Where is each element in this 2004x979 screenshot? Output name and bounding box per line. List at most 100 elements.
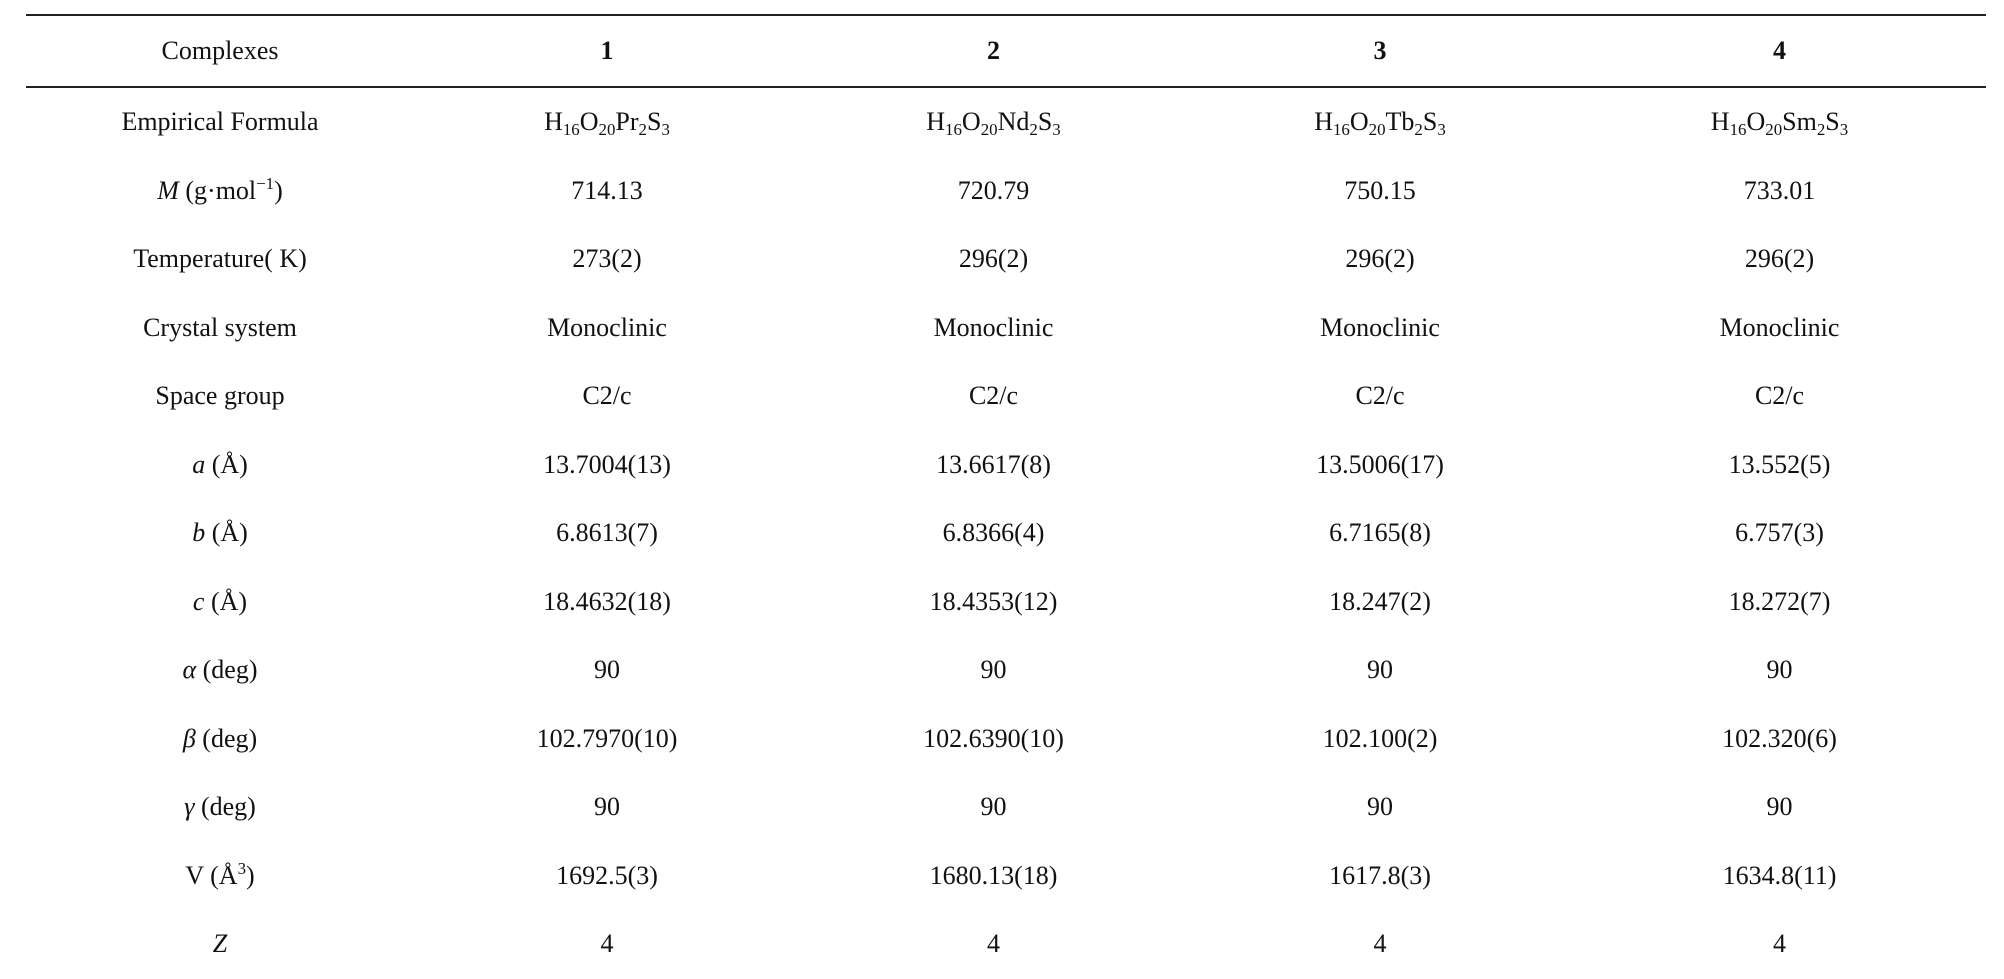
text-segment: 18.4632(18) [543,586,671,616]
text-segment: 296(2) [1345,244,1415,274]
table-cell: 6.8613(7) [414,518,800,548]
table-row: β (deg) 102.7970(10) 102.6390(10) 102.100(2… [26,705,1986,774]
row-label: Temperature( K) [26,244,414,274]
text-segment: 13.552(5) [1728,449,1831,479]
text-segment: O [1746,107,1766,137]
text-segment: 102.100(2) [1322,723,1438,753]
row-label: Crystal system [26,313,414,343]
text-segment: c [192,586,205,616]
row-label: M (g·mol−1) [26,173,414,206]
table-row: γ (deg) 90 90 90 90 [26,773,1986,842]
table-cell: 102.6390(10) [800,724,1187,754]
text-segment: Crystal system [143,312,297,342]
text-segment: O [1349,107,1369,137]
text-segment: 102.7970(10) [536,723,678,753]
table-cell: H16O20Sm2S3 [1573,107,1986,140]
text-segment: 6.7165(8) [1329,518,1431,548]
text-segment: 18.4353(12) [929,586,1058,616]
text-segment: (Å) [205,449,248,479]
text-segment: 296(2) [958,244,1029,274]
text-segment: Tb [1385,107,1415,137]
row-label: Space group [26,381,414,411]
table-cell: 90 [1573,792,1986,822]
table-cell: 18.247(2) [1187,587,1573,617]
header-col-4: 4 [1773,36,1786,65]
text-segment: 3 [237,858,247,878]
table-cell: H16O20Tb2S3 [1187,107,1573,140]
text-segment: C2/c [1355,381,1405,411]
text-segment: 3 [1437,120,1446,140]
text-segment: 2 [1414,120,1423,140]
header-row: Complexes 1 2 3 4 [26,16,1986,86]
top-rule [26,14,1986,16]
text-segment: 102.6390(10) [923,723,1064,753]
text-segment: 733.01 [1743,175,1816,205]
text-segment: 102.320(6) [1722,723,1837,753]
text-segment: 4 [1773,929,1786,959]
text-segment: Empirical Formula [121,107,319,137]
text-segment: 273(2) [572,244,642,274]
text-segment: 13.7004(13) [543,449,671,479]
text-segment: ) [246,860,255,890]
text-segment: b [192,518,206,548]
text-segment: 720.79 [957,175,1030,205]
text-segment: 90 [980,792,1007,822]
table-cell: 13.5006(17) [1187,450,1573,480]
text-segment: (Å) [204,586,248,616]
table-cell: C2/c [1187,381,1573,411]
text-segment: 2 [638,120,647,140]
text-segment: 2 [1029,120,1038,140]
text-segment: 16 [1332,120,1350,140]
table-cell: 714.13 [414,176,800,206]
text-segment: S [1422,107,1438,137]
table-cell: C2/c [800,381,1187,411]
text-segment: Sm [1782,107,1817,137]
text-segment: 2 [1816,120,1826,140]
text-segment: Z [212,929,228,959]
header-col-2: 2 [987,36,1000,65]
table-cell: 13.7004(13) [414,450,800,480]
table-cell: 750.15 [1187,176,1573,206]
table-row: M (g·mol−1) 714.13 720.79 750.15 733.01 [26,157,1986,226]
text-segment: Monoclinic [933,312,1054,342]
table-cell: 720.79 [800,176,1187,206]
text-segment: γ [184,792,195,822]
table-row: c (Å) 18.4632(18) 18.4353(12) 18.247(2) 18.2… [26,568,1986,637]
table-cell: 4 [414,929,800,959]
text-segment: 16 [945,120,962,140]
table-cell: 90 [1573,655,1986,685]
text-segment: (g·mol [178,175,257,205]
text-segment: 16 [1729,120,1747,140]
text-segment: (deg) [194,792,256,822]
text-segment: S [1825,107,1840,137]
text-segment: 4 [600,929,614,959]
text-segment: β [182,723,196,753]
text-segment: 90 [594,655,620,685]
table-cell: H16O20Pr2S3 [414,107,800,140]
header-rule [26,86,1986,88]
table-cell: 90 [1187,655,1573,685]
text-segment: C2/c [968,381,1019,411]
text-segment: H [544,107,563,137]
text-segment: 90 [1367,792,1393,822]
row-label: c (Å) [26,587,414,617]
table-row: Crystal system Monoclinic Monoclinic Monocl… [26,294,1986,363]
row-label: α (deg) [26,655,414,685]
table-cell: 102.7970(10) [414,724,800,754]
table-cell: 6.7165(8) [1187,518,1573,548]
text-segment: Nd [997,107,1030,137]
table-cell: C2/c [1573,381,1986,411]
table-cell: 102.320(6) [1573,724,1986,754]
table-cell: H16O20Nd2S3 [800,107,1187,140]
text-segment: 1617.8(3) [1329,860,1431,890]
text-segment: H [1710,107,1730,137]
table-cell: 296(2) [1187,244,1573,274]
text-segment: 4 [1373,929,1387,959]
table-cell: 1617.8(3) [1187,861,1573,891]
text-segment: 90 [594,792,620,822]
text-segment: −1 [256,173,275,193]
table-row: Empirical Formula H16O20Pr2S3 H16O20Nd2S3 H… [26,88,1986,157]
table-cell: C2/c [414,381,800,411]
text-segment: 20 [1765,120,1783,140]
table-cell: 4 [1187,929,1573,959]
